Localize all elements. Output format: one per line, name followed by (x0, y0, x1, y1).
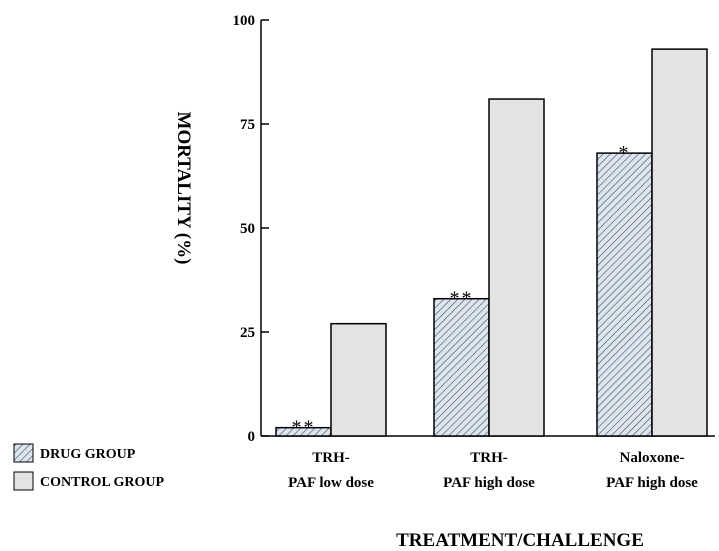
x-axis-title: TREATMENT/CHALLENGE (396, 530, 644, 551)
y-tick-label-0: 0 (248, 429, 256, 445)
y-tick-label-3: 75 (240, 117, 255, 133)
legend: DRUG GROUP CONTROL GROUP (13, 443, 165, 491)
category-label-1-line-0: TRH- (470, 450, 508, 466)
control-bar-2 (651, 48, 708, 437)
category-label-2-line-0: Naloxone- (620, 450, 685, 466)
category-label-2-line-1: PAF high dose (606, 475, 698, 491)
control-bar-0 (330, 322, 387, 437)
y-tick-label-1: 25 (240, 325, 255, 341)
drug-bar-1 (433, 297, 490, 437)
category-label-0-line-0: TRH- (312, 450, 350, 466)
legend-swatch-control (13, 471, 34, 491)
category-label-0-line-1: PAF low dose (288, 475, 374, 491)
labels: 0 25 50 75 100 ** TRH- PAF low dose ** TRH- PAF hi… (233, 13, 699, 491)
category-label-1-line-1: PAF high dose (443, 475, 535, 491)
control-bar-1 (488, 98, 545, 437)
legend-swatch-drug (13, 443, 34, 463)
y-axis-title: MORTALITY (%) (173, 112, 194, 265)
significance-label-0: ** (292, 417, 316, 439)
significance-label-1: ** (450, 288, 474, 310)
y-tick-label-2: 50 (240, 221, 255, 237)
drug-bar-2 (596, 152, 653, 437)
bars (275, 48, 708, 437)
legend-label-control: CONTROL GROUP (40, 475, 165, 490)
y-tick-label-4: 100 (233, 13, 256, 29)
significance-label-2: * (619, 142, 631, 164)
legend-label-drug: DRUG GROUP (40, 447, 136, 462)
